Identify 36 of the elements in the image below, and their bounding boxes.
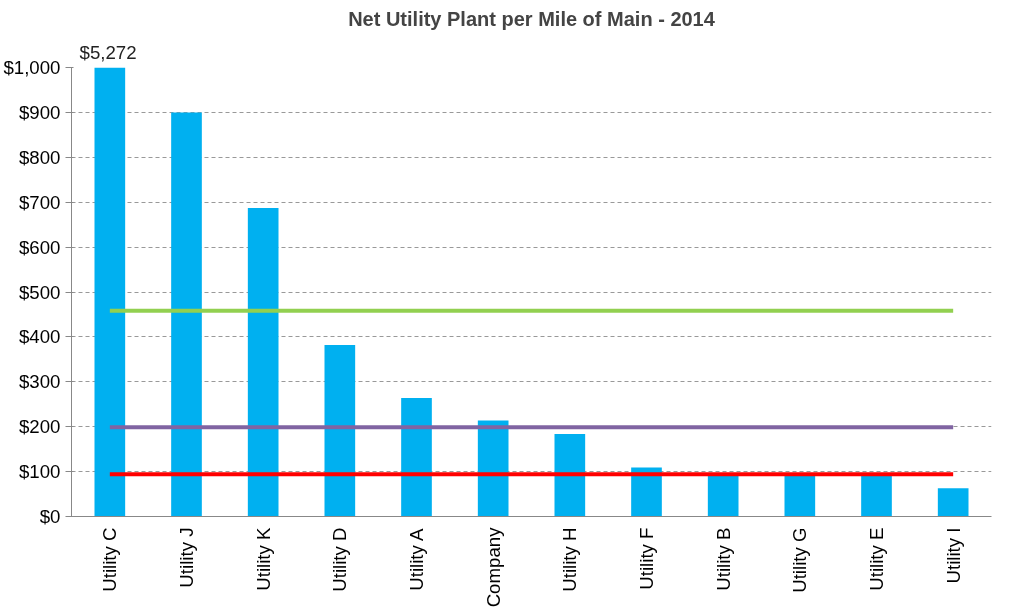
y-tick-label: $700 bbox=[19, 191, 61, 213]
bar bbox=[937, 488, 969, 517]
bar bbox=[861, 476, 892, 517]
x-tick-label: Utility G bbox=[789, 527, 811, 593]
x-tick-label: Utility I bbox=[942, 527, 964, 584]
chart-title: Net Utility Plant per Mile of Main - 2014 bbox=[348, 7, 716, 30]
bar bbox=[401, 397, 432, 517]
y-tick-label: $900 bbox=[19, 101, 61, 123]
x-tick-label: Utility K bbox=[252, 526, 274, 591]
y-tick-label: $500 bbox=[19, 281, 61, 303]
bar bbox=[171, 112, 202, 517]
bar bbox=[784, 476, 816, 517]
bar bbox=[707, 476, 739, 517]
y-tick-label: $800 bbox=[19, 146, 61, 168]
y-tick-label: $300 bbox=[19, 371, 61, 393]
bar bbox=[94, 67, 126, 517]
x-tick-label: Utility C bbox=[99, 527, 121, 592]
x-tick-label: Company bbox=[482, 526, 504, 608]
bar bbox=[324, 344, 356, 517]
x-tick-label: Utility B bbox=[712, 527, 734, 591]
bar bbox=[247, 208, 279, 517]
bar bbox=[631, 467, 662, 517]
x-tick-label: Utility H bbox=[559, 527, 581, 592]
y-tick-label: $400 bbox=[19, 326, 61, 348]
x-tick-label: Utility D bbox=[329, 527, 351, 592]
annotation: $5,272 bbox=[79, 41, 137, 63]
y-tick-label: $0 bbox=[39, 506, 61, 527]
y-tick-label: $1,000 bbox=[3, 57, 61, 78]
x-tick-label: Utility A bbox=[406, 527, 427, 591]
bar bbox=[554, 433, 586, 517]
y-tick-label: $600 bbox=[19, 236, 61, 258]
x-tick-label: Utility E bbox=[866, 527, 887, 591]
x-tick-label: Utility J bbox=[176, 527, 197, 588]
y-tick-label: $200 bbox=[19, 416, 61, 438]
x-tick-label: Utility F bbox=[636, 527, 657, 590]
y-tick-label: $100 bbox=[19, 461, 61, 483]
